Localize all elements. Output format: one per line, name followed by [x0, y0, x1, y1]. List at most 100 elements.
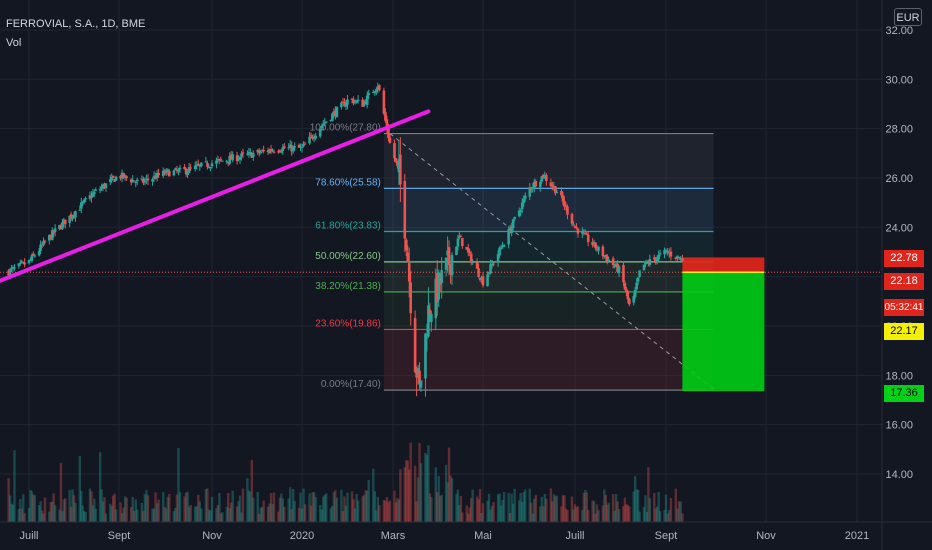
candle-body — [334, 110, 337, 116]
candle-body — [10, 268, 13, 270]
candle-body — [437, 272, 441, 300]
volume-bar — [674, 488, 678, 522]
candle-body — [424, 333, 427, 379]
candle-body — [384, 112, 387, 121]
candle-body — [143, 180, 147, 183]
candle-body — [174, 168, 177, 170]
candle-body — [155, 172, 159, 179]
volume-bar — [524, 489, 527, 522]
volume-bar — [614, 494, 618, 522]
candle-body — [594, 242, 597, 249]
y-tick-label: 18.00 — [885, 370, 913, 382]
volume-bar — [184, 492, 188, 522]
candle-body — [597, 246, 600, 251]
candle-body — [218, 159, 221, 161]
volume-bar — [604, 494, 608, 522]
candle-body — [268, 149, 271, 153]
last-price-badge: 22.18 — [884, 273, 924, 290]
x-tick-label: Sept — [655, 530, 678, 542]
volume-bar — [419, 463, 423, 522]
volume-bar — [131, 496, 134, 522]
countdown-badge: 05:32:41 — [884, 299, 924, 316]
volume-bar — [616, 501, 619, 522]
candle-body — [98, 189, 102, 191]
candle-body — [256, 150, 260, 153]
candle-body — [382, 90, 386, 114]
volume-bar — [437, 475, 440, 522]
candle-body — [291, 146, 295, 152]
candle-body — [331, 113, 334, 122]
candle-body — [595, 248, 599, 250]
volume-bar — [623, 497, 627, 522]
candle-body — [321, 124, 325, 126]
candle-body — [570, 214, 574, 224]
candle-body — [498, 247, 501, 256]
candle-body — [456, 238, 460, 247]
candle-body — [679, 257, 683, 260]
candle-body — [404, 239, 408, 251]
candle-body — [246, 153, 249, 155]
candle-body — [27, 260, 31, 264]
volume-bar — [7, 478, 10, 522]
volume-bar — [511, 503, 515, 522]
x-tick-label: Juill — [566, 530, 585, 542]
candle-body — [560, 190, 563, 196]
volume-bar — [33, 495, 37, 522]
y-tick-label: 14.00 — [885, 469, 913, 481]
x-tick-label: Nov — [202, 530, 222, 542]
candle-body — [23, 262, 26, 265]
candle-body — [62, 219, 66, 224]
volume-bar — [259, 507, 262, 522]
candle-body — [397, 159, 401, 173]
candle-body — [215, 160, 218, 164]
volume-bar — [517, 500, 521, 522]
candle-body — [200, 162, 203, 167]
volume-bar — [72, 495, 76, 522]
candle-body — [440, 270, 443, 283]
volume-bar — [323, 494, 326, 522]
symbol-title[interactable]: FERROVIAL, S.A., 1D, BME — [6, 18, 146, 30]
candle-body — [647, 262, 650, 264]
volume-bar — [90, 491, 93, 522]
volume-indicator-label[interactable]: Vol — [6, 37, 22, 49]
fib-band — [383, 291, 714, 330]
candle-body — [37, 250, 41, 256]
fib-level-label: 50.00%(22.60) — [315, 251, 381, 262]
candle-body — [250, 152, 254, 158]
candle-body — [362, 101, 366, 106]
volume-bar — [539, 506, 542, 522]
volume-bar — [277, 511, 280, 522]
candle-body — [626, 290, 630, 300]
volume-bar — [120, 513, 124, 522]
volume-bar — [449, 475, 452, 522]
volume-bar — [654, 508, 657, 522]
volume-bar — [384, 500, 387, 522]
volume-bar — [125, 497, 128, 522]
support-trendline — [0, 109, 431, 283]
volume-bar — [82, 510, 86, 522]
candle-body — [352, 99, 355, 104]
volume-bar — [8, 495, 12, 522]
candle-body — [7, 270, 10, 276]
candle-body — [487, 271, 491, 274]
candle-body — [468, 251, 472, 254]
volume-bar — [595, 504, 599, 522]
candle-body — [59, 226, 63, 229]
volume-bar — [388, 500, 392, 522]
candle-body — [428, 309, 432, 316]
candle-body — [519, 210, 523, 212]
volume-bar — [522, 492, 525, 522]
candle-body — [461, 237, 464, 247]
candle-body — [329, 120, 333, 122]
currency-button[interactable]: EUR — [894, 8, 922, 26]
candle-body — [237, 158, 240, 160]
candle-body — [603, 255, 606, 257]
volume-bar — [227, 492, 230, 522]
candle-body — [529, 187, 533, 189]
volume-bar — [178, 492, 182, 522]
volume-bar — [490, 505, 494, 522]
volume-bar — [376, 496, 380, 522]
candle-body — [552, 186, 556, 188]
